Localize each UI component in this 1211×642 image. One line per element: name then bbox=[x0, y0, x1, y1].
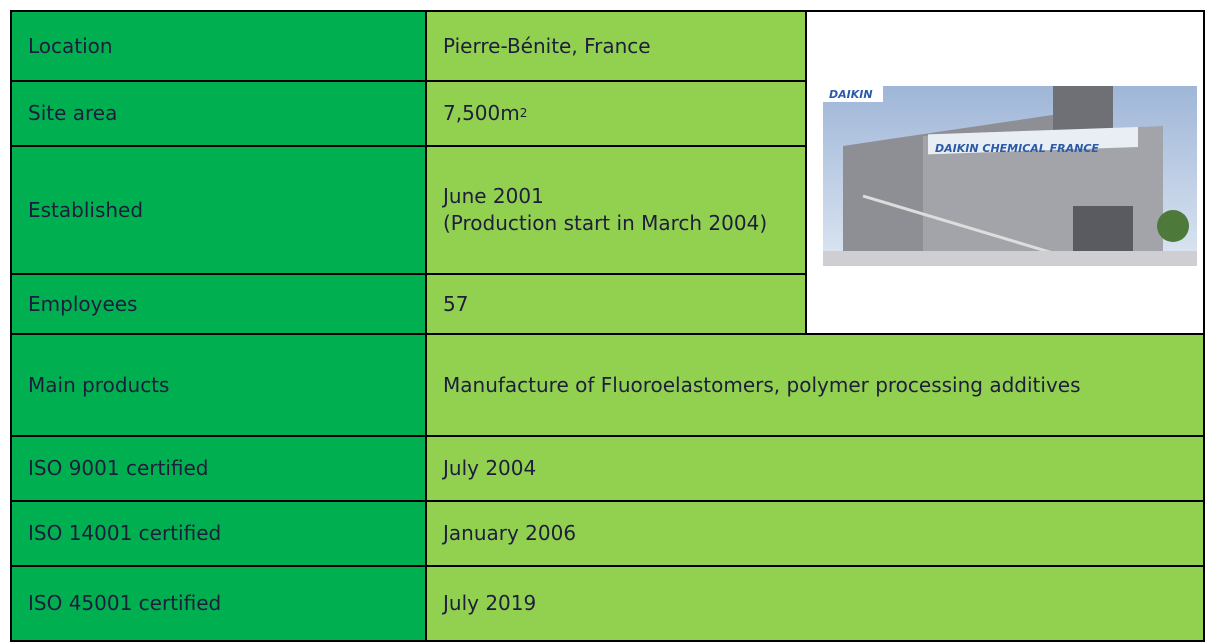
row-value: June 2001 (Production start in March 200… bbox=[425, 145, 807, 275]
row-label: ISO 45001 certified bbox=[10, 565, 427, 642]
photo-sign: DAIKIN CHEMICAL FRANCE bbox=[935, 142, 1099, 155]
photo-logo: DAIKIN bbox=[829, 88, 873, 101]
row-label: Main products bbox=[10, 333, 427, 437]
row-value: Manufacture of Fluoroelastomers, polymer… bbox=[425, 333, 1205, 437]
row-value: July 2004 bbox=[425, 435, 1205, 502]
row-value: January 2006 bbox=[425, 500, 1205, 567]
value-text: 7,500m bbox=[443, 100, 520, 127]
row-value: Pierre-Bénite, France bbox=[425, 10, 807, 82]
row-value: 57 bbox=[425, 273, 807, 335]
row-label: ISO 14001 certified bbox=[10, 500, 427, 567]
superscript: 2 bbox=[520, 100, 528, 127]
row-label: Established bbox=[10, 145, 427, 275]
site-photo: DAIKIN CHEMICAL FRANCE DAIKIN bbox=[823, 86, 1197, 266]
photo-cell: DAIKIN CHEMICAL FRANCE DAIKIN bbox=[805, 10, 1205, 335]
row-label: Site area bbox=[10, 80, 427, 147]
row-label: Location bbox=[10, 10, 427, 82]
row-value: July 2019 bbox=[425, 565, 1205, 642]
row-label: ISO 9001 certified bbox=[10, 435, 427, 502]
row-label: Employees bbox=[10, 273, 427, 335]
